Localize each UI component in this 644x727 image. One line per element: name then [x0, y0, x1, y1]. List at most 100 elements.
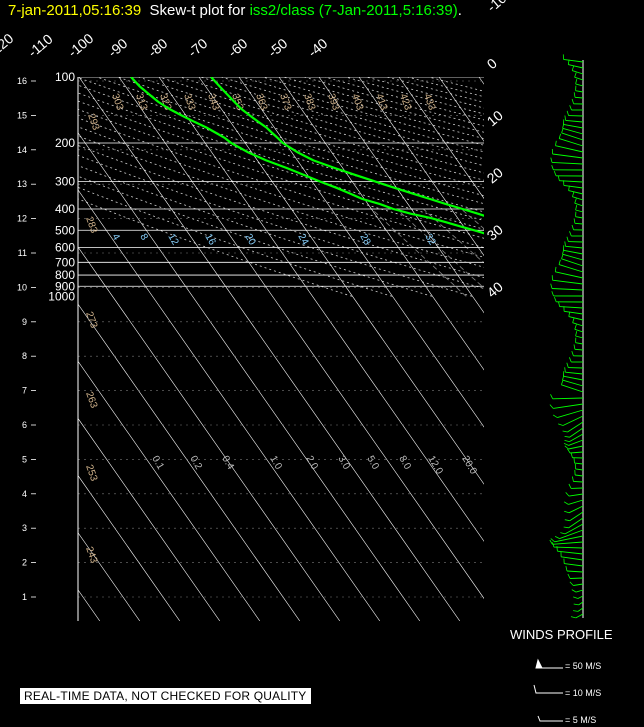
wind-barb-flag — [563, 442, 569, 446]
wind-barb-flag — [564, 436, 570, 438]
height-tick-label: 14 — [17, 145, 27, 155]
wind-barb-flag — [563, 526, 569, 529]
wind-barb-flag — [572, 476, 574, 482]
wind-barb-flag — [573, 458, 575, 464]
wind-barb-flag — [569, 105, 572, 111]
wind-barb-flag — [561, 127, 564, 134]
height-tick-label: 4 — [22, 489, 27, 499]
wind-barb-flag — [569, 231, 572, 237]
pressure-tick-label: 400 — [55, 202, 75, 216]
mixing-ratio-label: 8 — [137, 232, 150, 243]
wind-key-barb-symbol — [533, 684, 563, 694]
dry-adiabat-label: 283 — [83, 215, 99, 235]
wind-barb — [574, 76, 584, 81]
temperature-tick-label: -70 — [185, 35, 211, 60]
height-tick-label: 5 — [22, 454, 27, 464]
wind-barb — [551, 161, 584, 165]
dry-adiabat-label: 293 — [85, 112, 101, 132]
chart-title: 7-jan-2011,05:16:39 Skew-t plot for iss2… — [8, 2, 462, 19]
wind-barb — [561, 384, 584, 393]
wind-barb-flag — [569, 357, 572, 363]
wind-barb-flag — [554, 266, 557, 272]
temperature-trace — [210, 77, 484, 217]
mixing-ratio-label: 24 — [295, 232, 310, 248]
dry-adiabat-label: 363 — [253, 92, 269, 112]
mixing-ratio-label: 12 — [165, 232, 180, 248]
wind-barb — [567, 421, 584, 433]
wind-barb — [563, 249, 584, 255]
wind-barb — [552, 279, 584, 285]
wind-barb — [569, 427, 584, 438]
temperature-tick-label: -50 — [265, 35, 291, 60]
wind-barb-flag — [564, 115, 566, 121]
dry-adiabat-label: 253 — [83, 463, 99, 483]
pressure-tick-label: 800 — [55, 268, 75, 282]
wind-barb-flag — [569, 581, 574, 586]
wind-barb-flag — [575, 331, 578, 337]
wind-barb — [575, 613, 584, 619]
height-tick-label: 15 — [17, 110, 27, 120]
wind-barb-flag — [551, 165, 554, 170]
wind-barb-flag — [574, 72, 577, 78]
wind-barb — [568, 445, 584, 450]
height-tick-label: 12 — [17, 214, 27, 224]
wind-barb-flag — [564, 241, 566, 247]
height-tick-label: 8 — [22, 351, 27, 361]
wind-barb-flag — [574, 324, 577, 330]
isotherm-line — [158, 77, 484, 542]
mixing-ratio-label: 32 — [422, 232, 437, 248]
wind-barb-flag — [552, 414, 558, 418]
dry-adiabat — [96, 77, 484, 197]
wind-barb — [577, 607, 584, 612]
wind-key-10: = 10 M/S — [565, 688, 602, 698]
sounding-traces — [130, 77, 484, 235]
dry-adiabat-label: 383 — [301, 92, 317, 112]
height-tick-label: 13 — [17, 179, 27, 189]
mixing-ratio-line — [612, 209, 644, 296]
wind-barb — [555, 145, 584, 153]
wind-barb-flag — [558, 259, 561, 265]
isotherm-line — [78, 132, 421, 621]
dry-adiabat — [262, 77, 484, 140]
wind-barb — [574, 96, 584, 99]
wind-barb — [552, 153, 584, 159]
wind-key-halfbarb-symbol — [537, 715, 563, 722]
dry-adiabat-label: 413 — [373, 92, 389, 112]
height-tick-label: 16 — [17, 76, 27, 86]
pressure-tick-label: 200 — [55, 136, 75, 150]
wind-barb — [562, 379, 584, 387]
pressure-tick-label: 600 — [55, 241, 75, 255]
wind-barb — [577, 595, 584, 599]
mixing-ratio-label: 0.2 — [187, 454, 204, 472]
isotherm-line — [78, 189, 381, 621]
wind-barb-flag — [571, 65, 575, 71]
title-station: iss2/class — [249, 2, 315, 19]
isotherm-line — [78, 77, 461, 621]
wind-barb — [559, 180, 584, 183]
dry-adiabat — [78, 198, 353, 297]
wind-barb — [572, 322, 584, 327]
wind-barb — [563, 184, 584, 189]
temperature-tick-label: 20 — [484, 164, 506, 186]
wind-barb-flag — [571, 98, 574, 104]
dry-adiabat — [78, 117, 484, 249]
wind-barb-flag — [561, 379, 564, 385]
title-period: . — [457, 2, 462, 19]
wind-barb-flag — [572, 191, 575, 197]
mixing-ratio-label: 12.0 — [425, 454, 444, 477]
wind-barb-flag — [568, 185, 570, 191]
axis-ticks: 1002003004005006007008009001000123456789… — [0, 0, 510, 621]
wind-barb — [575, 90, 584, 93]
wind-barb — [574, 328, 584, 333]
wind-barb-flag — [562, 375, 565, 381]
wind-barb-flag — [567, 448, 571, 454]
wind-barb-flag — [570, 452, 573, 458]
isotherm-line — [78, 303, 301, 621]
wind-barb — [562, 127, 584, 135]
height-tick-label: 1 — [22, 592, 27, 602]
wind-barb — [574, 202, 584, 207]
wind-barb-flag — [573, 344, 576, 350]
pressure-tick-label: 500 — [55, 223, 75, 237]
dry-adiabat — [78, 145, 484, 279]
isotherm-line — [118, 77, 484, 599]
